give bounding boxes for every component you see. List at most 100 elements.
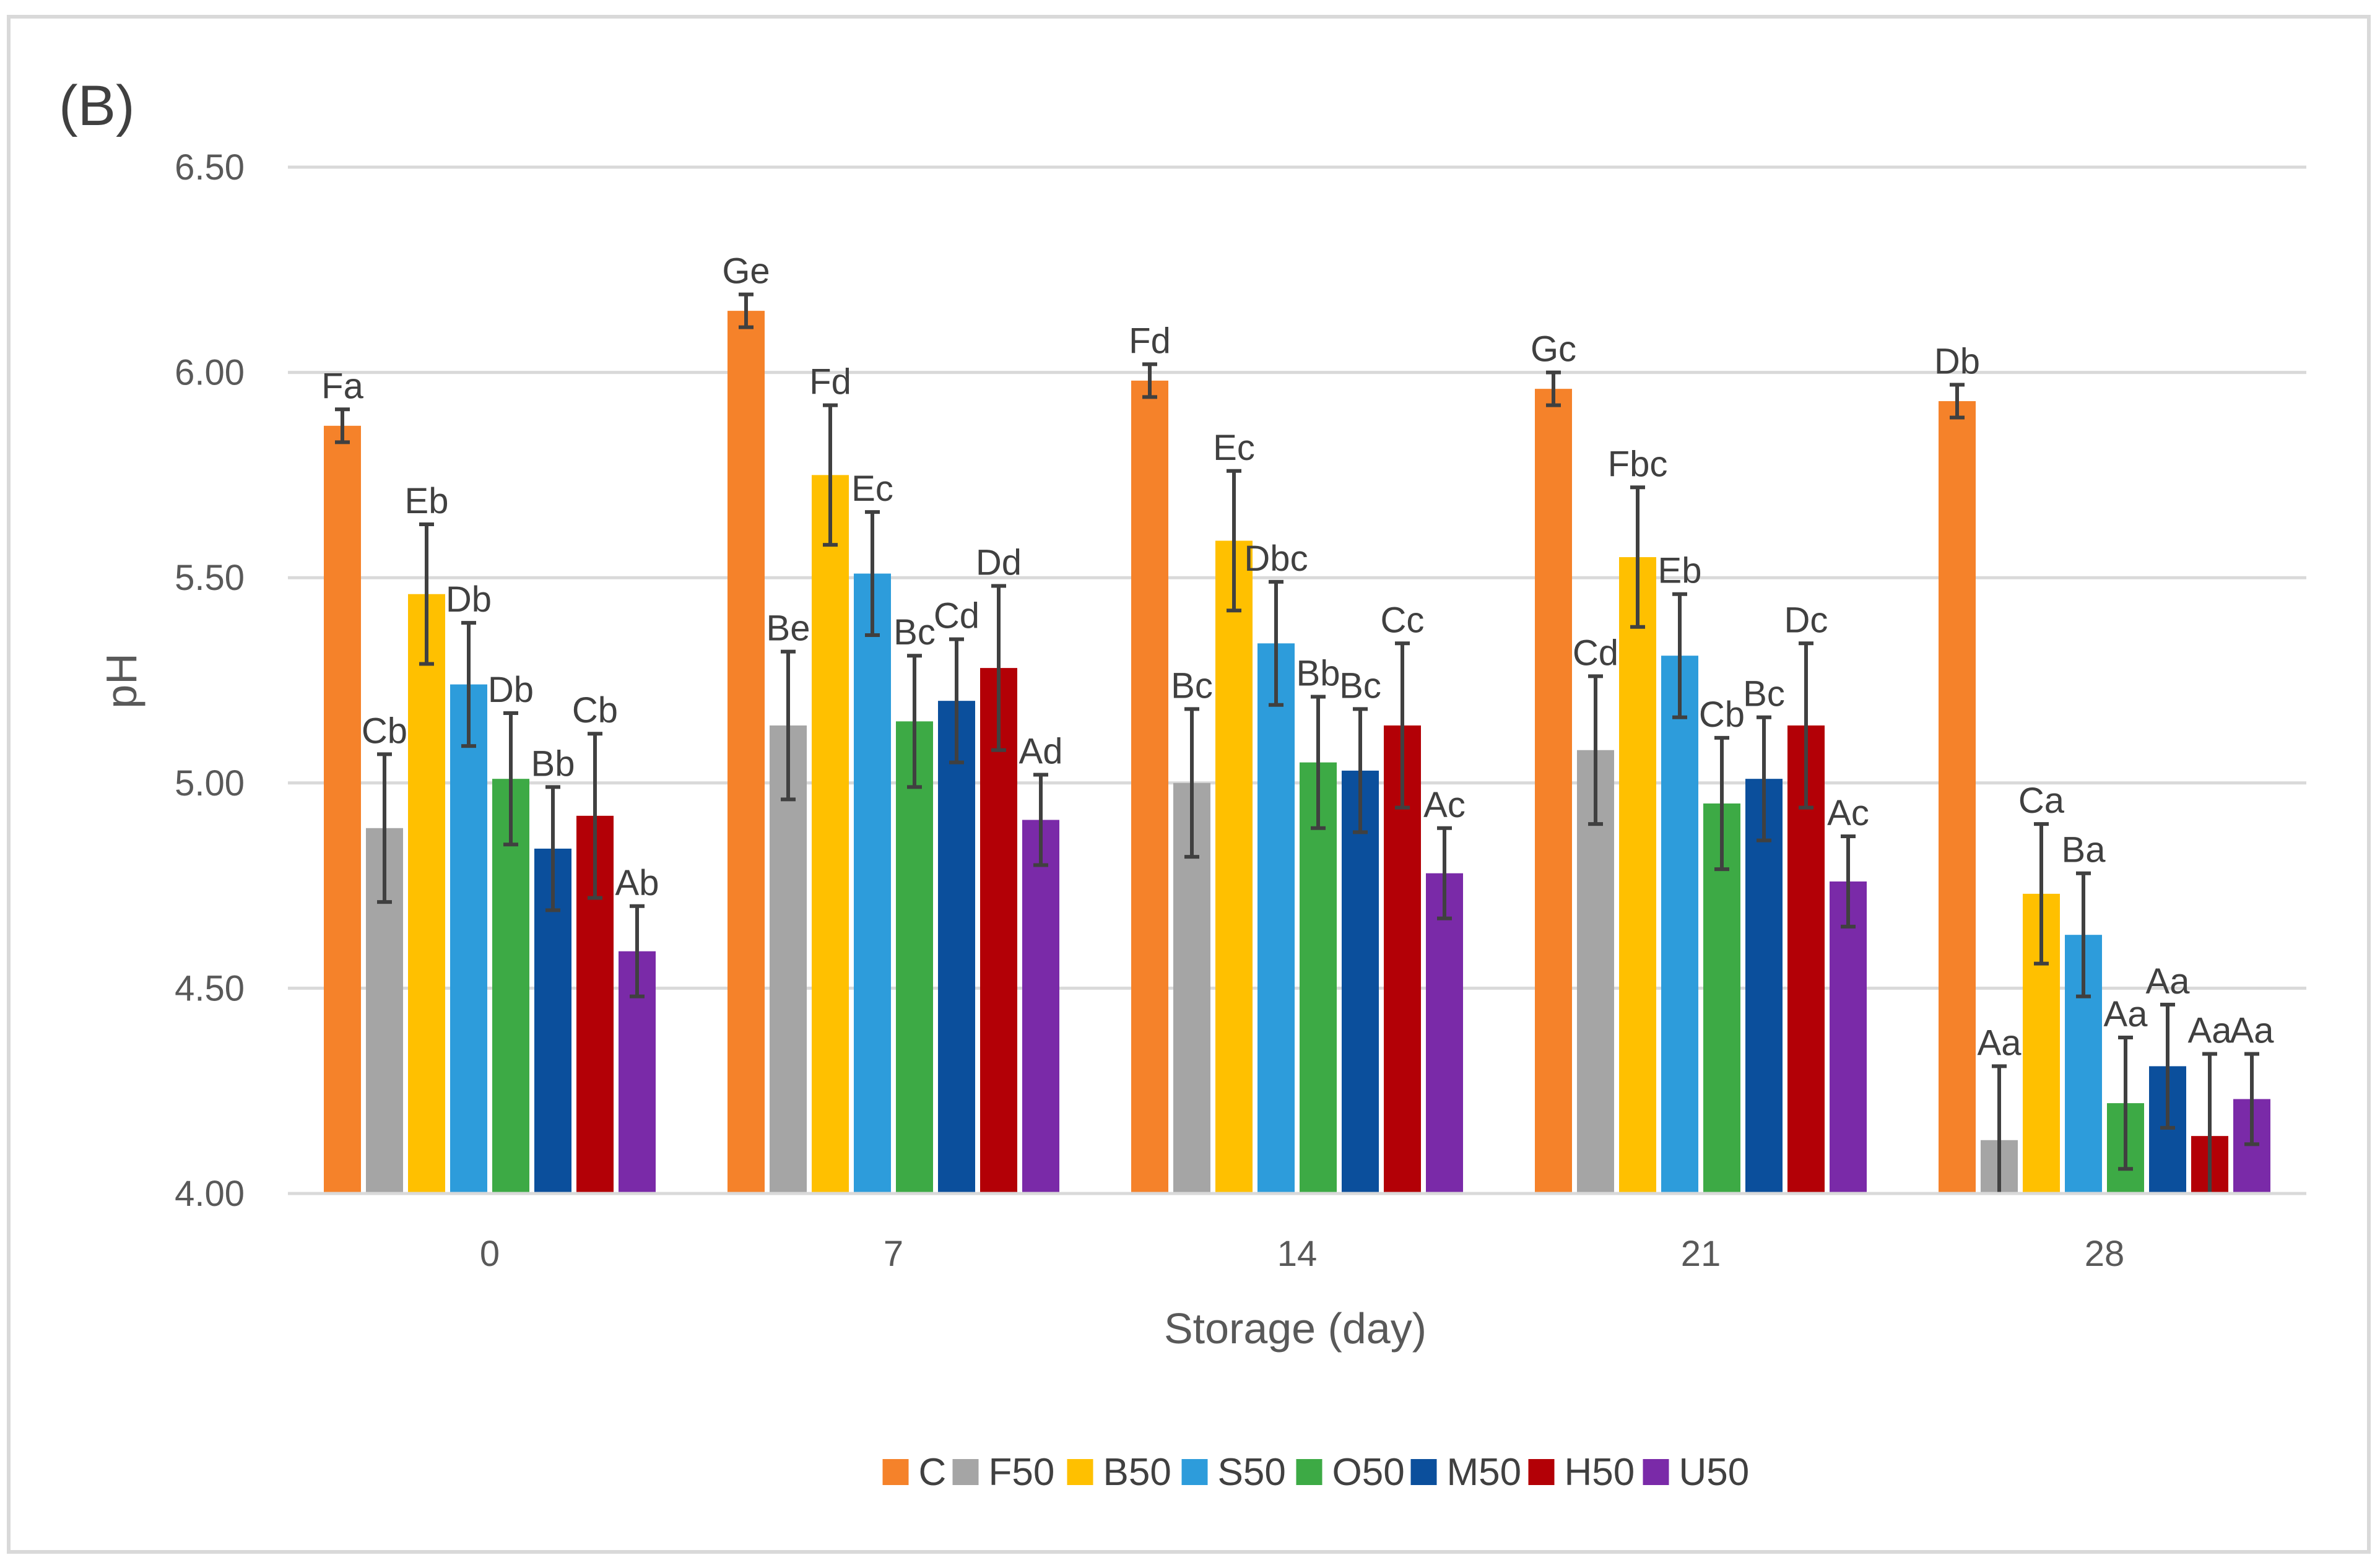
error-bar bbox=[1184, 707, 1199, 859]
x-tick-label: 21 bbox=[1681, 1234, 1721, 1274]
legend-label: M50 bbox=[1447, 1451, 1522, 1494]
data-label: Gc bbox=[1531, 329, 1576, 370]
error-bars bbox=[335, 292, 2259, 1193]
error-bar bbox=[1311, 695, 1326, 830]
data-label: Cd bbox=[934, 596, 979, 636]
y-tick-label: 4.00 bbox=[175, 1174, 245, 1214]
bar-o50-day-14 bbox=[1300, 762, 1337, 1193]
bar-u50-day-14 bbox=[1426, 873, 1463, 1193]
data-label: Cc bbox=[1381, 600, 1425, 640]
bar-s50-day-7 bbox=[854, 573, 891, 1193]
bar-c-day-28 bbox=[1939, 401, 1976, 1194]
x-tick-label: 7 bbox=[884, 1234, 903, 1274]
bar-f50-day-7 bbox=[770, 725, 807, 1193]
data-label: Db bbox=[1934, 341, 1980, 381]
data-label: Eb bbox=[1658, 551, 1702, 591]
data-label: Aa bbox=[1978, 1023, 2022, 1063]
data-label: Cd bbox=[1573, 633, 1618, 673]
error-bar bbox=[1992, 1064, 2007, 1193]
error-bar bbox=[630, 904, 645, 998]
error-bar bbox=[1269, 579, 1283, 707]
bar-c-day-0 bbox=[324, 425, 361, 1194]
bars bbox=[324, 311, 2270, 1194]
data-label: Fbc bbox=[1608, 444, 1668, 484]
error-bar bbox=[1799, 641, 1813, 810]
error-bar bbox=[865, 510, 880, 638]
data-label: Bc bbox=[1743, 674, 1785, 714]
bar-o50-day-7 bbox=[896, 721, 933, 1193]
data-label: Fa bbox=[321, 366, 363, 406]
legend-item-m50: M50 bbox=[1410, 1451, 1522, 1494]
x-tick-label: 0 bbox=[480, 1234, 500, 1274]
y-axis-title: pH bbox=[97, 653, 145, 708]
error-bar bbox=[1142, 362, 1157, 399]
y-tick-label: 5.00 bbox=[175, 763, 245, 803]
legend-item-c: C bbox=[882, 1451, 947, 1494]
bar-m50-day-14 bbox=[1342, 770, 1379, 1193]
bar-s50-day-14 bbox=[1257, 643, 1295, 1193]
data-label: Ec bbox=[851, 469, 893, 509]
error-bar bbox=[1757, 715, 1771, 842]
error-bar bbox=[1630, 485, 1645, 629]
error-bar bbox=[991, 584, 1006, 752]
data-label: Eb bbox=[405, 481, 449, 521]
legend-swatch bbox=[1067, 1459, 1093, 1485]
bar-m50-day-21 bbox=[1745, 779, 1783, 1193]
bar-b50-day-7 bbox=[812, 475, 849, 1193]
data-labels: FaCbEbDbDbBbCbAbGeBeFdEcBcCdDdAdFdBcEcDb… bbox=[321, 251, 2274, 1063]
bar-h50-day-7 bbox=[980, 668, 1017, 1193]
error-bar bbox=[1033, 773, 1048, 867]
error-bar bbox=[461, 621, 476, 748]
error-bar bbox=[1353, 707, 1368, 834]
legend-swatch bbox=[1643, 1459, 1669, 1485]
legend-swatch bbox=[1528, 1459, 1555, 1485]
data-label: Dc bbox=[1784, 600, 1828, 640]
data-label: Db bbox=[446, 579, 492, 620]
x-axis-ticks: 0 7 14 21 28 bbox=[480, 1234, 2124, 1274]
y-tick-label: 4.50 bbox=[175, 968, 245, 1008]
data-label: Bb bbox=[531, 743, 575, 784]
data-label: Cb bbox=[362, 711, 407, 751]
error-bar bbox=[503, 711, 518, 847]
error-bar bbox=[1714, 735, 1729, 872]
data-label: Ec bbox=[1213, 428, 1255, 468]
legend-item-h50: H50 bbox=[1528, 1451, 1635, 1494]
legend-label: C bbox=[919, 1451, 947, 1494]
data-label: Bb bbox=[1296, 654, 1340, 694]
data-label: Ac bbox=[1827, 793, 1869, 833]
error-bar bbox=[2118, 1035, 2133, 1171]
error-bar bbox=[377, 752, 392, 904]
legend-swatch bbox=[882, 1459, 909, 1485]
legend-label: U50 bbox=[1679, 1451, 1750, 1494]
error-bar bbox=[1437, 826, 1452, 920]
error-bar bbox=[739, 292, 754, 329]
data-label: Aa bbox=[2146, 961, 2191, 1002]
legend-swatch bbox=[952, 1459, 979, 1485]
data-label: Ca bbox=[2018, 781, 2065, 821]
error-bar bbox=[1672, 592, 1687, 719]
data-label: Ac bbox=[1423, 785, 1466, 825]
data-label: Cb bbox=[1699, 695, 1745, 735]
data-label: Ab bbox=[615, 863, 659, 903]
bar-c-day-14 bbox=[1131, 380, 1168, 1193]
bar-u50-day-21 bbox=[1830, 881, 1867, 1193]
bar-o50-day-0 bbox=[492, 779, 529, 1193]
error-bar bbox=[949, 637, 964, 765]
bar-c-day-21 bbox=[1535, 389, 1572, 1194]
bar-s50-day-21 bbox=[1661, 656, 1698, 1193]
error-bar bbox=[823, 403, 838, 547]
data-label: Ge bbox=[722, 251, 770, 292]
legend-label: S50 bbox=[1218, 1451, 1286, 1494]
error-bar bbox=[2034, 822, 2049, 966]
data-label: Fd bbox=[809, 362, 851, 402]
legend-label: F50 bbox=[989, 1451, 1055, 1494]
data-label: Be bbox=[767, 609, 810, 649]
error-bar bbox=[419, 522, 434, 666]
bar-m50-day-7 bbox=[938, 701, 975, 1193]
data-label: Ba bbox=[2062, 830, 2106, 870]
legend-swatch bbox=[1296, 1459, 1322, 1485]
error-bar bbox=[335, 407, 350, 444]
data-label: Aa bbox=[2104, 994, 2148, 1034]
error-bar bbox=[2076, 871, 2091, 998]
